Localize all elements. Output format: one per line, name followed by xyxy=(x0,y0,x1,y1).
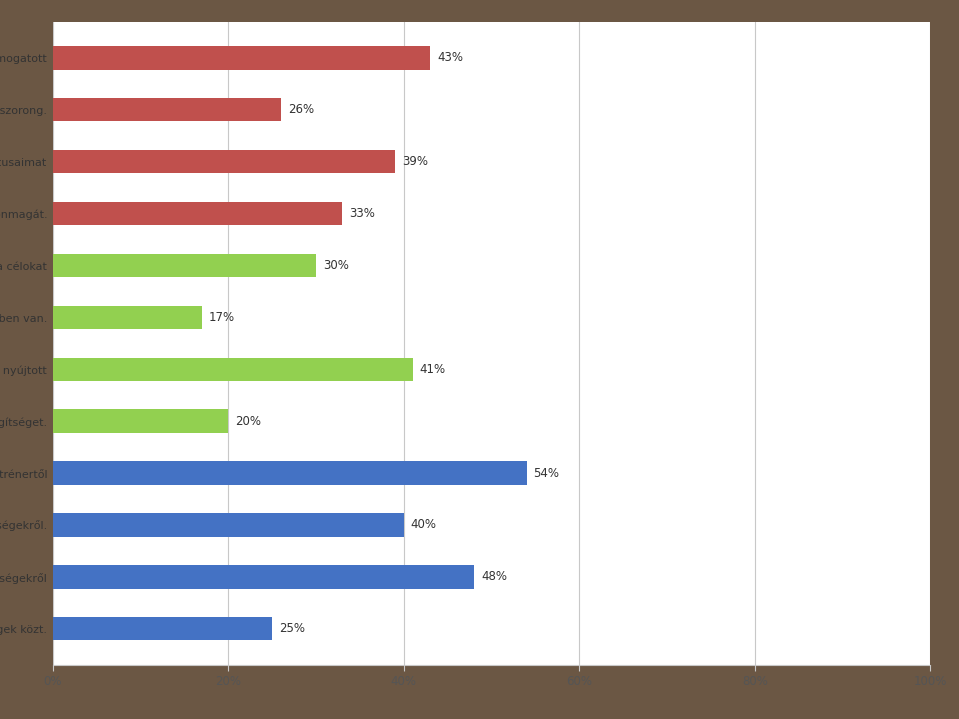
Text: 39%: 39% xyxy=(402,155,428,168)
Bar xyxy=(53,46,430,70)
Text: 54%: 54% xyxy=(533,467,560,480)
Text: 43%: 43% xyxy=(437,51,463,65)
Bar xyxy=(53,254,316,277)
Bar xyxy=(53,617,272,641)
Bar xyxy=(53,202,342,225)
Text: 26%: 26% xyxy=(288,104,314,116)
Bar xyxy=(53,513,404,536)
Text: 20%: 20% xyxy=(235,415,261,428)
Text: 30%: 30% xyxy=(323,259,349,272)
Text: 25%: 25% xyxy=(279,622,305,636)
Bar xyxy=(53,357,412,381)
Text: 48%: 48% xyxy=(481,570,507,583)
Text: 17%: 17% xyxy=(209,311,235,324)
Text: 33%: 33% xyxy=(349,207,375,220)
Bar xyxy=(53,565,474,589)
Text: 41%: 41% xyxy=(419,363,446,376)
Bar xyxy=(53,98,281,122)
Text: 40%: 40% xyxy=(410,518,436,531)
Bar xyxy=(53,150,395,173)
Bar xyxy=(53,462,526,485)
Bar xyxy=(53,410,228,433)
Bar xyxy=(53,306,202,329)
